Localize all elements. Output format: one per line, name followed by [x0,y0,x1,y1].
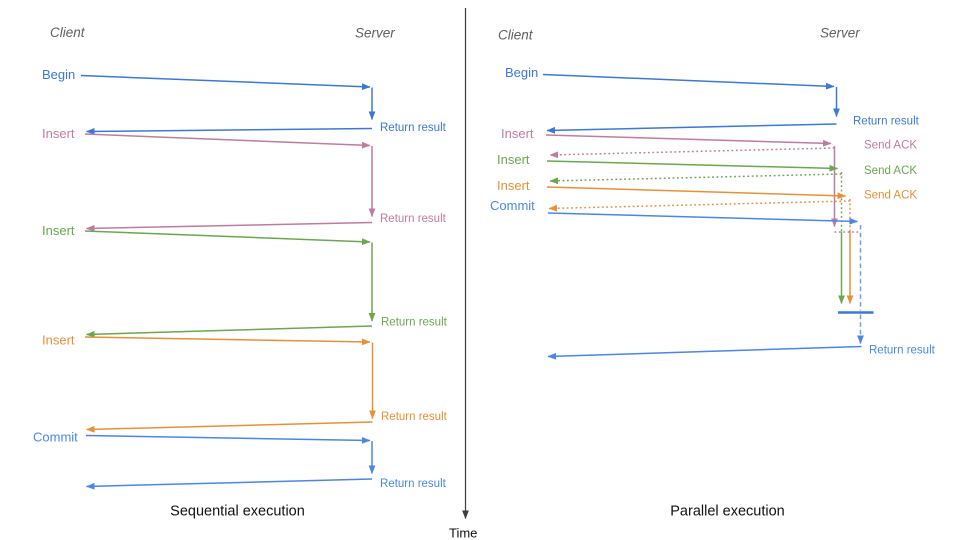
insert1-return-arrow [85,221,373,232]
commit-label: Commit [490,198,535,213]
panel-title: Sequential execution [170,504,305,520]
insert1-label: Insert [501,126,534,141]
insert2-ack-label: Send ACK [864,165,917,177]
insert1-ack-arrow [549,147,835,159]
begin-result-label: Return result [380,122,447,134]
begin-request-arrow [80,74,371,91]
insert3-ack-label: Send ACK [864,190,917,202]
commit-request-arrow [85,434,371,444]
commit-result-label: Return result [380,478,447,490]
panel-title: Parallel execution [670,504,784,520]
time-axis: Time [449,8,477,540]
commit-request-arrow [547,212,859,225]
insert3-request-arrow [546,186,847,200]
insert3-ack-arrow [548,200,851,212]
sequential-panel: Client Server Begin Insert Insert Insert Commi… [33,25,448,520]
commit-result-label: Return result [869,345,936,357]
insert2-request-arrow [84,230,371,246]
begin-return-arrow [546,123,837,134]
time-label: Time [449,526,477,540]
insert3-return-arrow [85,421,373,433]
insert3-label: Insert [42,333,75,348]
insert1-request-arrow [545,134,832,147]
begin-request-arrow [542,73,835,90]
begin-result-label: Return result [853,116,920,128]
begin-label: Begin [505,65,538,80]
insert2-ack-arrow [549,173,842,185]
client-header: Client [498,28,534,43]
insert1-ack-label: Send ACK [864,140,917,152]
insert1-label: Insert [42,126,75,141]
insert3-label: Insert [497,178,530,193]
insert3-result-label: Return result [381,411,448,423]
server-header: Server [820,26,860,41]
commit-return-arrow [85,478,373,490]
insert2-result-label: Return result [381,317,448,329]
insert1-result-label: Return result [380,213,447,225]
parallel-panel: Client Server Begin Insert Insert Insert Commi… [490,26,936,520]
insert1-request-arrow [84,133,371,149]
begin-return-arrow [85,127,373,135]
commit-return-arrow [547,345,862,360]
client-header: Client [50,25,86,40]
insert2-label: Insert [42,223,75,238]
insert2-label: Insert [497,152,530,167]
commit-label: Commit [33,430,78,445]
server-header: Server [355,26,395,41]
insert2-request-arrow [546,160,839,172]
insert2-return-arrow [85,325,373,338]
insert3-request-arrow [84,336,371,346]
begin-label: Begin [42,67,75,82]
